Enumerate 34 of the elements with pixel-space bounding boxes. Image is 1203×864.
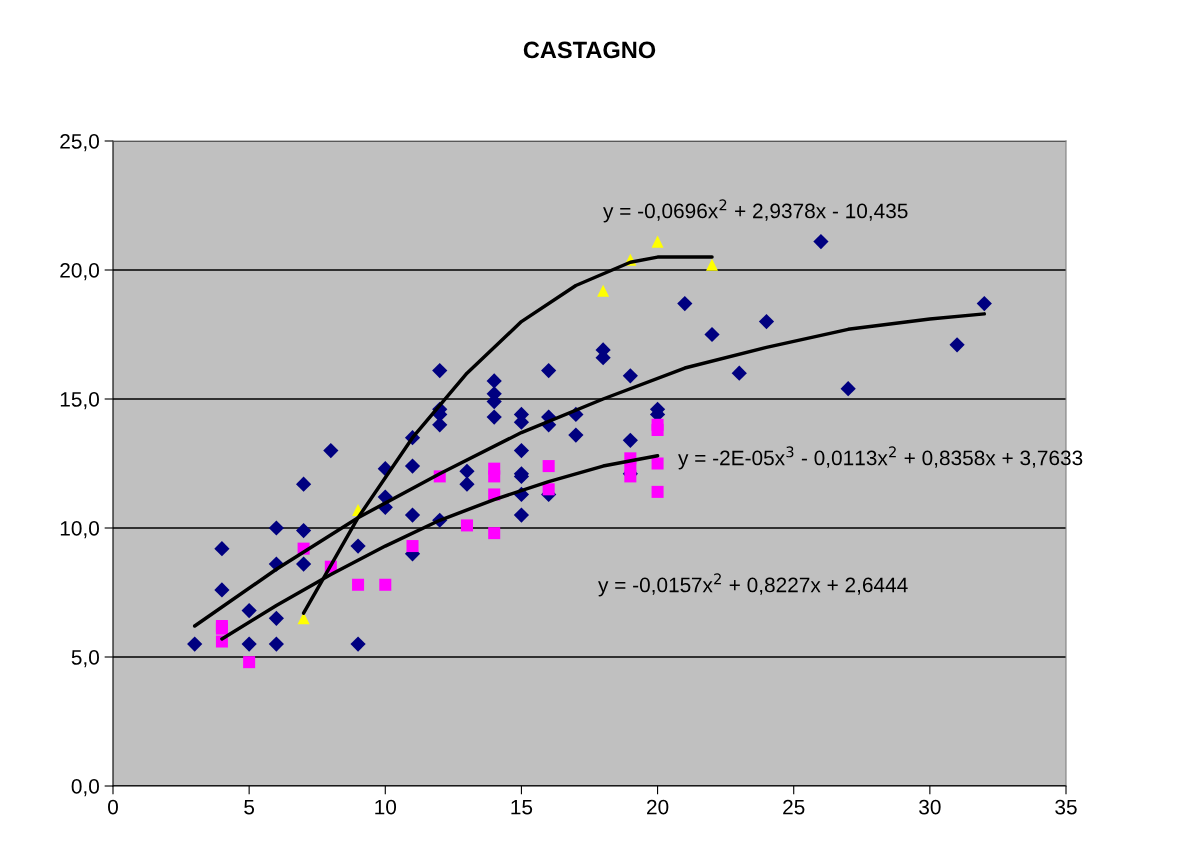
annotation: y = -2E-05x$^{3}$ - 0,0113x$^{2}$ + 0,8358x + 3,7633 bbox=[678, 446, 1083, 470]
x-tick-label: 20 bbox=[647, 799, 669, 815]
y-tick-label: 0,0 bbox=[71, 779, 99, 797]
y-tick-label: 5,0 bbox=[71, 650, 99, 668]
point bbox=[624, 470, 637, 483]
x-tick-label: 30 bbox=[919, 799, 941, 815]
x-tick-label: 10 bbox=[375, 799, 397, 815]
y-tick-label: 15,0 bbox=[60, 392, 99, 410]
annotation: y = -0,0696x$^{2}$ + 2,9378x - 10,435 bbox=[603, 199, 908, 223]
y-tick-label: 10,0 bbox=[60, 521, 99, 539]
point bbox=[597, 284, 610, 297]
point bbox=[488, 527, 501, 540]
point bbox=[542, 483, 555, 496]
point bbox=[542, 460, 555, 473]
y-tick-label: 20,0 bbox=[60, 263, 99, 281]
y-tick-label: 25,0 bbox=[60, 134, 99, 152]
point bbox=[243, 656, 256, 669]
point bbox=[379, 578, 392, 591]
x-tick-label: 25 bbox=[783, 799, 805, 815]
chart-title: CASTAGNO bbox=[523, 41, 656, 59]
x-tick-label: 5 bbox=[244, 799, 255, 815]
x-tick-label: 15 bbox=[511, 799, 533, 815]
point bbox=[406, 540, 419, 553]
point bbox=[488, 470, 501, 483]
point bbox=[651, 235, 664, 248]
point bbox=[651, 457, 664, 470]
point bbox=[352, 578, 365, 591]
x-tick-label: 35 bbox=[1055, 799, 1077, 815]
point bbox=[460, 519, 473, 532]
point bbox=[706, 258, 719, 271]
annotation: y = -0,0157x$^{2}$ + 0,8227x + 2,6444 bbox=[598, 573, 908, 597]
point bbox=[651, 423, 664, 436]
point bbox=[651, 485, 664, 498]
x-tick-label: 0 bbox=[108, 799, 118, 815]
